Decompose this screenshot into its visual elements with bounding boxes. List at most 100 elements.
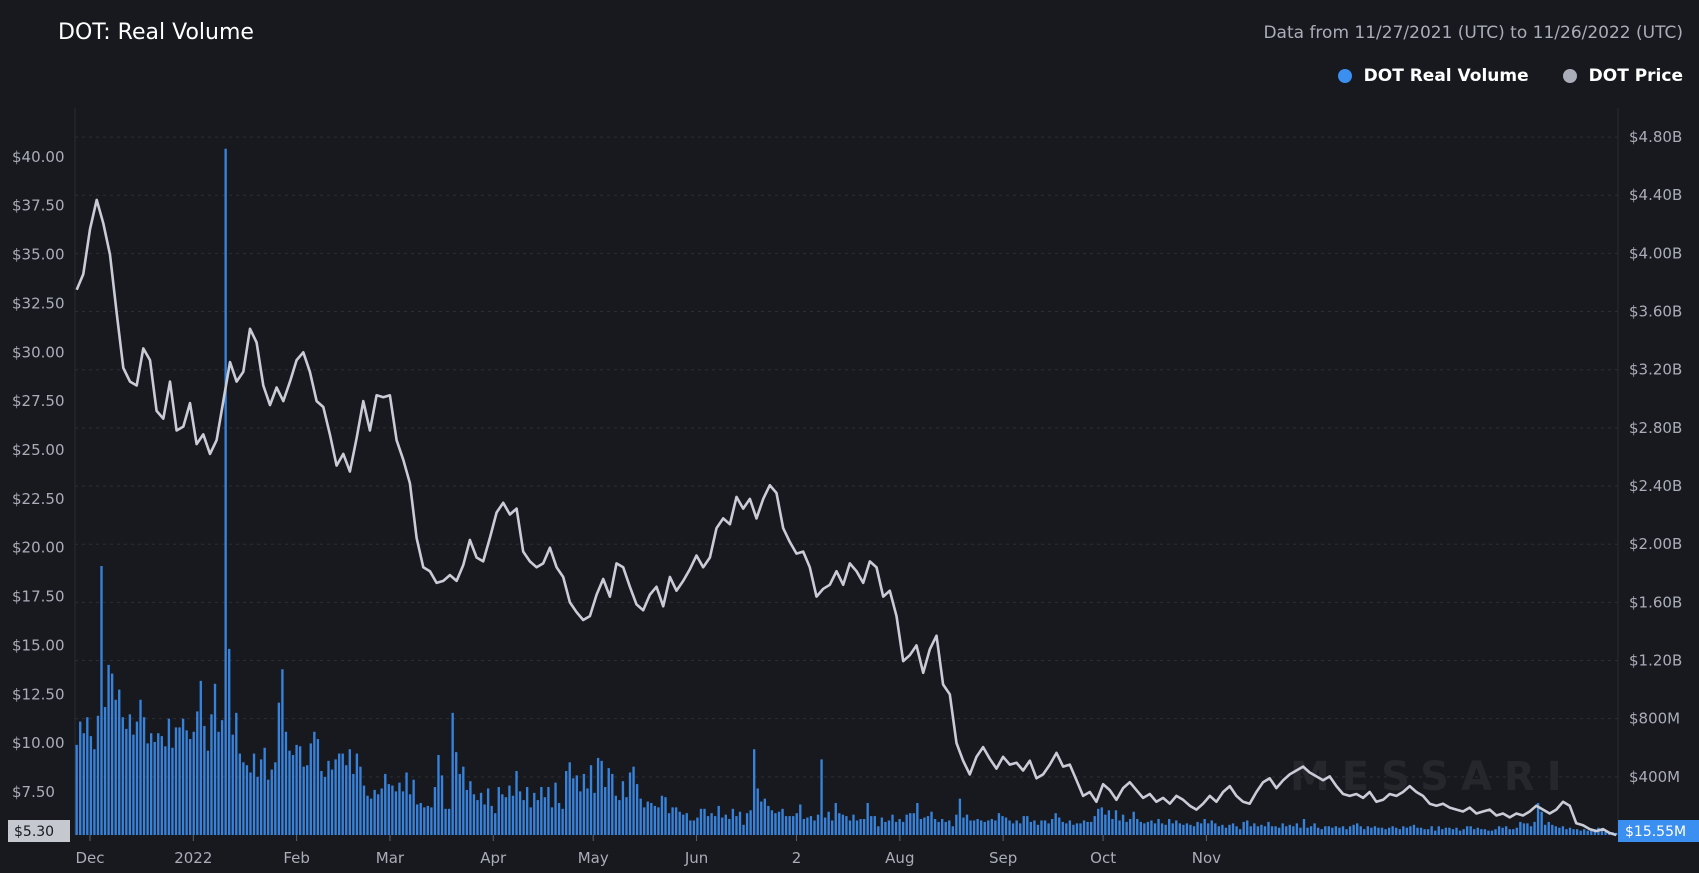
- volume-bar-83: [369, 798, 373, 835]
- volume-bar-17: [135, 721, 139, 835]
- volume-bar-261: [1001, 816, 1004, 835]
- volume-bar-121: [504, 797, 508, 835]
- volume-bar-350: [1316, 827, 1320, 835]
- volume-bar-190: [749, 810, 752, 835]
- volume-bar-111: [469, 781, 472, 835]
- volume-bar-407: [1519, 821, 1522, 835]
- messari-watermark: MESSARI: [1290, 754, 1574, 800]
- volume-bar-144: [586, 788, 589, 835]
- volume-bar-326: [1231, 823, 1235, 835]
- volume-bar-123: [511, 795, 515, 835]
- legend-item-price[interactable]: DOT Price: [1562, 66, 1683, 86]
- volume-bar-424: [1579, 830, 1582, 835]
- volume-bar-272: [1040, 820, 1043, 835]
- volume-bar-103: [440, 775, 444, 835]
- volume-bar-334: [1260, 824, 1263, 835]
- volume-bar-294: [1118, 820, 1121, 835]
- volume-bar-399: [1490, 830, 1494, 835]
- volume-bar-46: [238, 753, 242, 835]
- left-axis-tick-13: $7.50: [12, 783, 55, 801]
- volume-bar-386: [1444, 827, 1448, 835]
- volume-bar-75: [341, 753, 344, 835]
- volume-bar-382: [1430, 826, 1433, 835]
- volume-bar-26: [167, 718, 171, 835]
- volume-bar-122: [508, 785, 511, 835]
- volume-bar-251: [965, 814, 969, 835]
- volume-bar-201: [788, 816, 791, 835]
- volume-bar-403: [1504, 826, 1508, 835]
- volume-bar-357: [1341, 826, 1345, 835]
- volume-bar-320: [1210, 820, 1213, 835]
- date-range-label: Data from 11/27/2021 (UTC) to 11/26/2022…: [1263, 23, 1683, 43]
- volume-bar-253: [972, 820, 976, 835]
- right-axis-tick-11: $400M: [1629, 768, 1680, 786]
- right-axis-tick-10: $800M: [1629, 710, 1680, 728]
- volume-bar-401: [1497, 826, 1501, 835]
- volume-bar-176: [699, 808, 703, 835]
- legend: DOT Real Volume DOT Price: [1337, 66, 1683, 86]
- volume-bar-231: [894, 821, 898, 835]
- volume-bar-53: [263, 747, 266, 835]
- volume-bar-217: [845, 816, 848, 835]
- right-current-value: $15.55M: [1625, 824, 1686, 840]
- volume-bar-172: [685, 813, 688, 835]
- volume-bar-113: [476, 800, 479, 835]
- volume-bar-161: [646, 801, 649, 835]
- volume-bar-400: [1494, 829, 1497, 835]
- volume-bar-180: [713, 816, 717, 835]
- volume-bar-209: [816, 814, 820, 835]
- volume-bar-0: [75, 744, 78, 835]
- volume-bar-101: [433, 787, 437, 835]
- volume-bar-346: [1302, 819, 1306, 835]
- volume-bar-168: [671, 807, 674, 835]
- volume-bar-198: [777, 811, 781, 835]
- right-axis-tick-8: $1.60B: [1629, 593, 1682, 611]
- volume-bar-249: [958, 798, 962, 835]
- volume-bar-340: [1281, 823, 1284, 835]
- volume-bar-4: [89, 736, 93, 835]
- volume-bar-199: [781, 808, 784, 835]
- volume-bar-134: [550, 807, 554, 835]
- volume-bar-388: [1451, 829, 1455, 835]
- volume-bar-256: [983, 821, 986, 835]
- volume-bar-7: [100, 566, 103, 835]
- volume-bar-117: [490, 805, 493, 835]
- volume-bar-133: [547, 787, 550, 835]
- right-current-flag: [1618, 820, 1699, 842]
- volume-bar-328: [1238, 829, 1242, 835]
- right-axis-tick-4: $3.20B: [1629, 361, 1682, 379]
- x-axis-tick-5: May: [578, 849, 609, 867]
- volume-bar-74: [337, 753, 341, 835]
- left-axis-tick-7: $22.50: [12, 490, 65, 508]
- volume-bar-270: [1033, 820, 1036, 835]
- volume-bar-36: [203, 725, 206, 835]
- volume-bar-337: [1270, 826, 1274, 835]
- volume-bar-47: [242, 762, 245, 835]
- volume-bar-114: [479, 792, 483, 835]
- volume-bar-92: [401, 791, 405, 835]
- volume-bar-338: [1274, 826, 1277, 835]
- volume-bar-266: [1019, 823, 1022, 835]
- volume-bar-352: [1324, 826, 1327, 835]
- volume-bar-396: [1480, 829, 1483, 835]
- volume-bar-25: [164, 746, 167, 835]
- volume-bar-245: [944, 821, 947, 835]
- x-axis-tick-6: Jun: [684, 849, 708, 867]
- volume-bar-378: [1416, 827, 1419, 835]
- volume-bar-32: [189, 739, 192, 835]
- x-axis-tick-2: Feb: [283, 849, 310, 867]
- volume-bar-2: [82, 733, 85, 835]
- volume-bar-233: [901, 821, 905, 835]
- legend-item-volume[interactable]: DOT Real Volume: [1337, 66, 1529, 86]
- volume-bar-120: [501, 794, 504, 835]
- volume-bar-411: [1533, 821, 1536, 835]
- volume-bar-29: [178, 727, 181, 835]
- volume-bar-118: [494, 813, 497, 835]
- volume-bar-393: [1469, 826, 1472, 835]
- volume-bar-73: [334, 759, 337, 835]
- x-axis-tick-0: Dec: [75, 849, 104, 867]
- x-axis-tick-9: Sep: [989, 849, 1017, 867]
- x-axis-tick-11: Nov: [1192, 849, 1221, 867]
- volume-bar-391: [1462, 829, 1465, 835]
